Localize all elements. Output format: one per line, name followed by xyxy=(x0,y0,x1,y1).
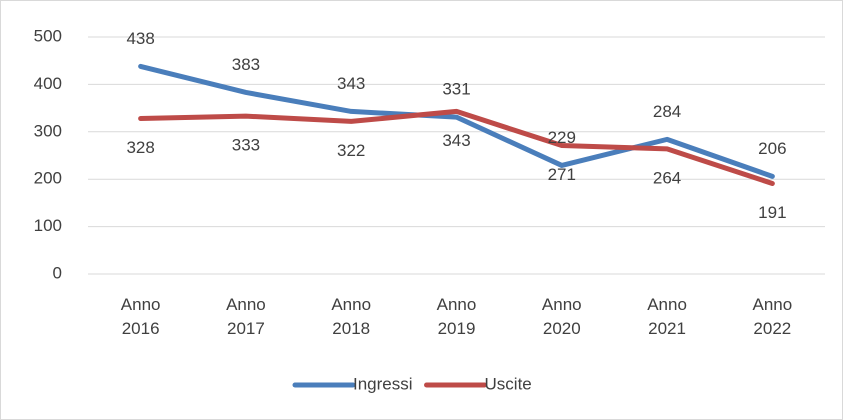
y-tick-label: 400 xyxy=(34,74,62,93)
legend-label: Ingressi xyxy=(353,374,413,393)
data-label: 229 xyxy=(548,128,576,147)
y-tick-label: 0 xyxy=(53,263,62,282)
y-tick-label: 200 xyxy=(34,169,62,188)
data-label: 343 xyxy=(337,74,365,93)
data-label: 264 xyxy=(653,168,681,187)
x-tick-label: Anno 2022 xyxy=(752,295,793,338)
x-tick-label: Anno 2017 xyxy=(226,295,266,338)
data-label: 438 xyxy=(126,29,154,48)
data-label: 328 xyxy=(126,138,154,157)
y-tick-label: 300 xyxy=(34,121,62,140)
line-series xyxy=(138,108,775,186)
x-tick-label: Anno 2020 xyxy=(541,295,582,338)
data-label: 383 xyxy=(232,55,260,74)
line-series xyxy=(138,63,775,179)
legend-label: Uscite xyxy=(485,374,532,393)
x-tick-label: Anno 2019 xyxy=(436,295,477,338)
x-tick-label: Anno 2018 xyxy=(331,295,372,338)
data-label: 271 xyxy=(548,165,576,184)
data-label: 206 xyxy=(758,139,786,158)
data-label: 331 xyxy=(442,80,470,99)
data-label: 322 xyxy=(337,141,365,160)
x-tick-label: Anno 2021 xyxy=(647,295,687,338)
data-label: 284 xyxy=(653,102,681,121)
data-label: 191 xyxy=(758,203,786,222)
x-tick-label: Anno 2016 xyxy=(120,295,161,338)
data-label: 343 xyxy=(442,131,470,150)
y-tick-label: 500 xyxy=(34,26,62,45)
data-label: 333 xyxy=(232,136,260,155)
y-tick-label: 100 xyxy=(34,216,62,235)
